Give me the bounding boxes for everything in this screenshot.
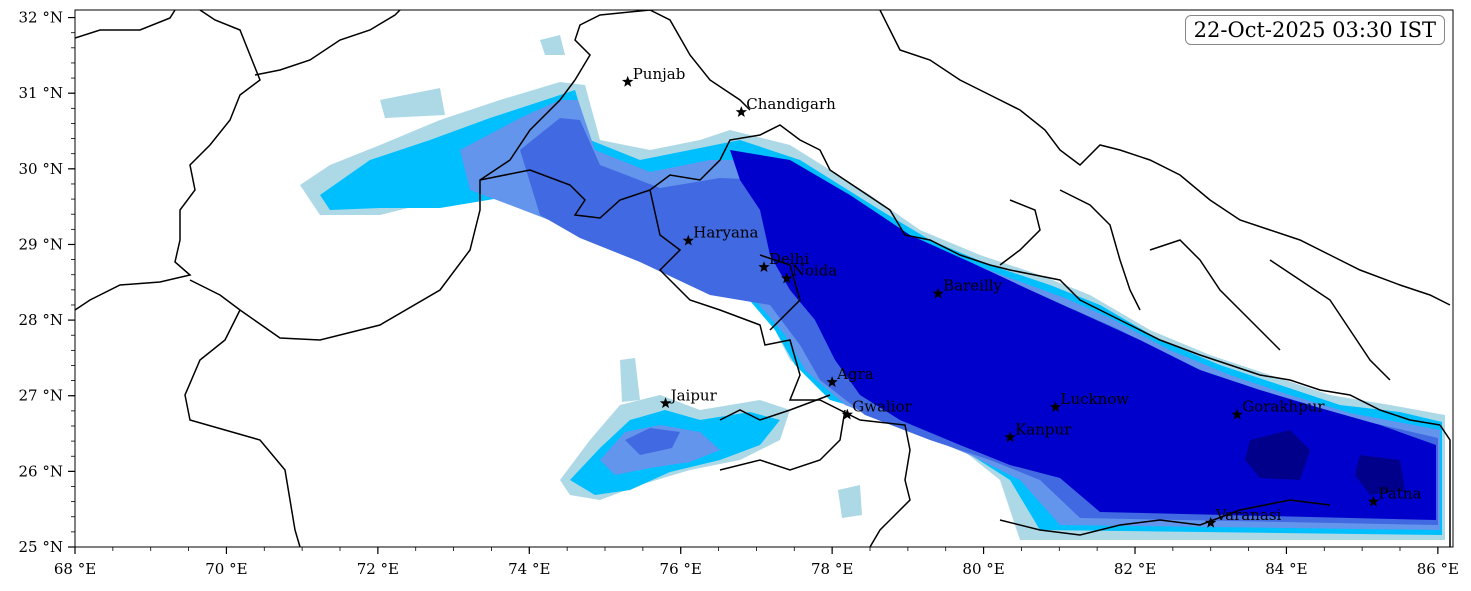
city-star-icon — [1231, 408, 1243, 420]
city-star-icon — [1004, 431, 1016, 443]
y-tick-label: 29 °N — [19, 235, 63, 253]
city-label: Haryana — [693, 224, 758, 242]
city-star-icon — [622, 75, 634, 87]
city-star-icon — [841, 408, 853, 420]
border-line — [999, 499, 1331, 536]
city-star-icon — [682, 234, 694, 246]
y-tick-label: 27 °N — [19, 387, 63, 405]
city-star-icon — [781, 272, 793, 284]
city-star-icon — [758, 261, 770, 272]
border-line — [719, 409, 846, 471]
rain-level-4 — [625, 428, 680, 455]
rain-level-6 — [1245, 430, 1310, 480]
x-tick-label: 70 °E — [205, 560, 247, 578]
border-line — [574, 10, 751, 111]
border-line — [1059, 189, 1141, 311]
border-line — [184, 309, 301, 547]
border-line — [1149, 239, 1281, 351]
rain-level-1 — [540, 35, 565, 55]
precipitation-field — [300, 35, 1445, 540]
x-tick-label: 78 °E — [811, 560, 853, 578]
y-tick-label: 25 °N — [19, 538, 63, 556]
city-label: Gwalior — [852, 398, 912, 416]
x-tick-label: 72 °E — [357, 560, 399, 578]
city-star-icon — [1205, 516, 1217, 528]
x-tick-label: 86 °E — [1417, 560, 1459, 578]
border-line — [719, 394, 831, 421]
boundary-lines — [75, 10, 1451, 547]
city-label: Noida — [792, 262, 838, 280]
city-star-icon — [1367, 495, 1380, 507]
x-tick-label: 80 °E — [962, 560, 1004, 578]
rain-level-1 — [620, 358, 640, 402]
x-tick-label: 74 °E — [508, 560, 550, 578]
y-tick-label: 32 °N — [19, 9, 63, 27]
x-tick-label: 82 °E — [1114, 560, 1156, 578]
timestamp-label: 22-Oct-2025 03:30 IST — [1184, 15, 1445, 45]
map-frame — [74, 9, 1454, 548]
city-label: Gorakhpur — [1242, 398, 1325, 416]
y-tick-label: 30 °N — [19, 160, 63, 178]
city-label: Bareilly — [943, 277, 1002, 295]
city-label: Jaipur — [669, 386, 718, 404]
city-label: Kanpur — [1015, 420, 1072, 438]
border-line — [479, 169, 911, 547]
y-tick-label: 26 °N — [19, 462, 63, 480]
border-line — [75, 10, 261, 311]
city-label: Chandigarh — [746, 95, 836, 113]
x-tick-label: 84 °E — [1265, 560, 1307, 578]
city-star-icon — [932, 287, 944, 299]
city-label: Agra — [836, 365, 874, 383]
border-line — [75, 10, 176, 39]
rain-level-6 — [1355, 455, 1405, 495]
axis-ticks: 68 °E 70 °E 72 °E 74 °E 76 °E 78 °E 80 °E 82 °E… — [19, 9, 1459, 578]
y-tick-label: 31 °N — [19, 84, 63, 102]
border-line — [1439, 424, 1451, 547]
city-label: Punjab — [633, 65, 686, 83]
city-star-icon — [735, 106, 747, 117]
border-line — [1269, 259, 1391, 381]
border-line — [759, 254, 801, 331]
rain-level-1 — [380, 88, 445, 118]
y-tick-label: 28 °N — [19, 311, 63, 329]
city-label: Lucknow — [1061, 390, 1130, 408]
city-star-icon — [1049, 401, 1062, 412]
border-line — [879, 10, 1451, 306]
border-line — [649, 124, 1441, 426]
border-line — [999, 199, 1041, 266]
rain-level-1 — [838, 485, 862, 518]
city-star-icon — [826, 376, 838, 387]
border-line — [189, 79, 576, 341]
city-label: Patna — [1379, 485, 1422, 503]
x-tick-label: 76 °E — [660, 560, 702, 578]
city-label: Delhi — [769, 250, 809, 268]
x-tick-label: 68 °E — [54, 560, 96, 578]
city-star-icon — [659, 397, 672, 409]
border-line — [254, 10, 401, 76]
rain-level-5 — [730, 150, 1436, 520]
city-label: Varanasi — [1215, 506, 1282, 524]
